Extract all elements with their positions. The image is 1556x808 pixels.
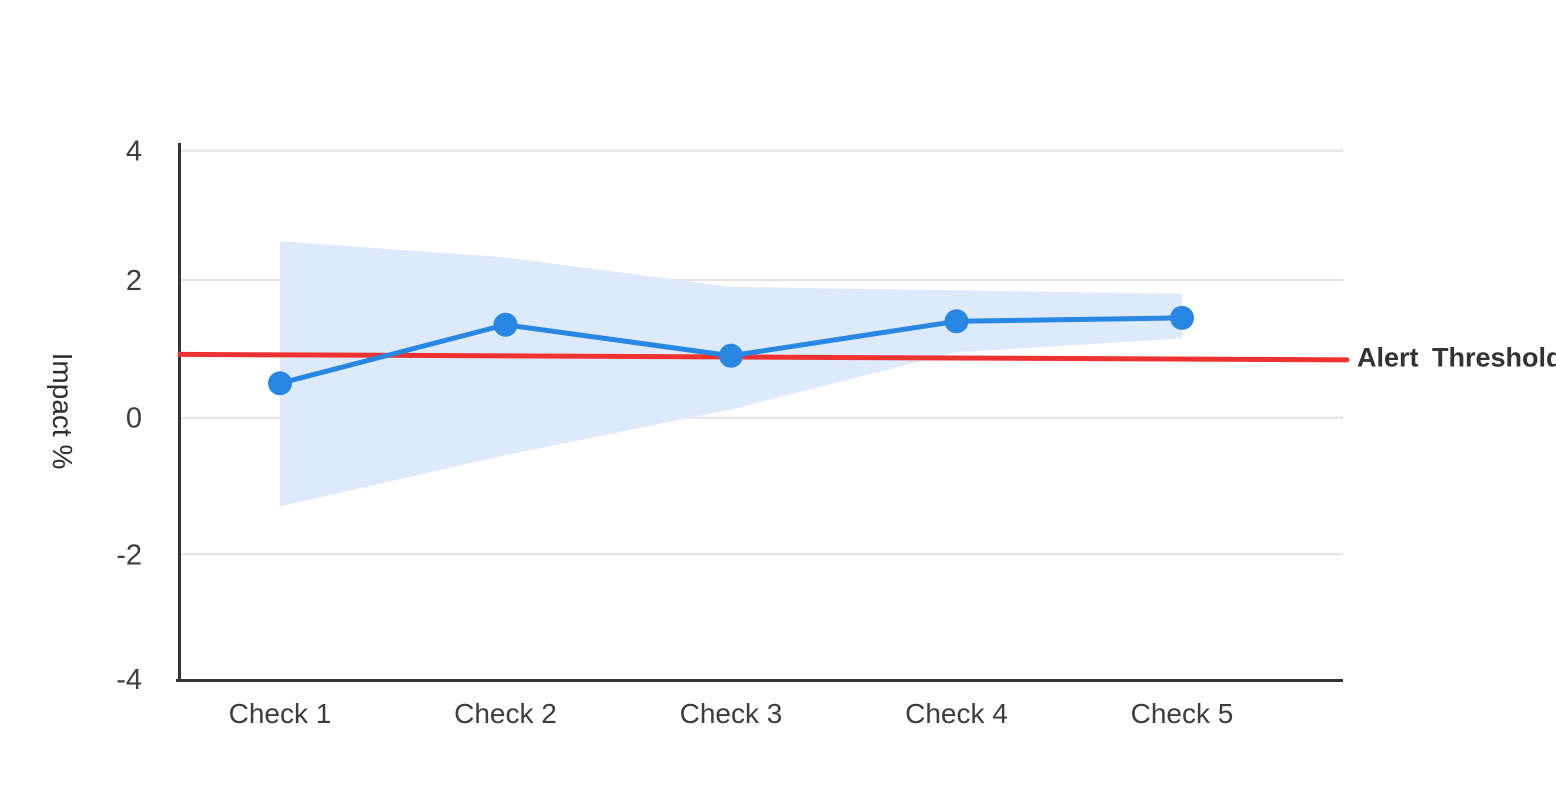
x-category-label: Check 3 xyxy=(680,698,783,729)
y-tick-label: 4 xyxy=(126,136,142,168)
data-point-2 xyxy=(493,312,518,337)
y-tick-label: 0 xyxy=(126,403,142,435)
confidence-band xyxy=(280,241,1182,507)
alert-threshold-line xyxy=(177,351,1350,363)
x-category-label: Check 4 xyxy=(905,698,1008,729)
y-axis-label: Impact % xyxy=(47,352,78,470)
x-category-label: Check 5 xyxy=(1131,698,1234,729)
threshold-label: Alert Threshold xyxy=(1357,342,1556,373)
data-point-4 xyxy=(944,309,969,334)
x-category-label: Check 2 xyxy=(454,698,557,729)
y-tick-label: -4 xyxy=(116,664,142,696)
y-tick-label: 2 xyxy=(126,265,142,297)
data-point-1 xyxy=(268,371,292,396)
y-tick-label: -2 xyxy=(116,539,142,571)
data-point-3 xyxy=(719,343,743,368)
x-category-label: Check 1 xyxy=(229,698,332,729)
data-point-5 xyxy=(1170,305,1194,330)
